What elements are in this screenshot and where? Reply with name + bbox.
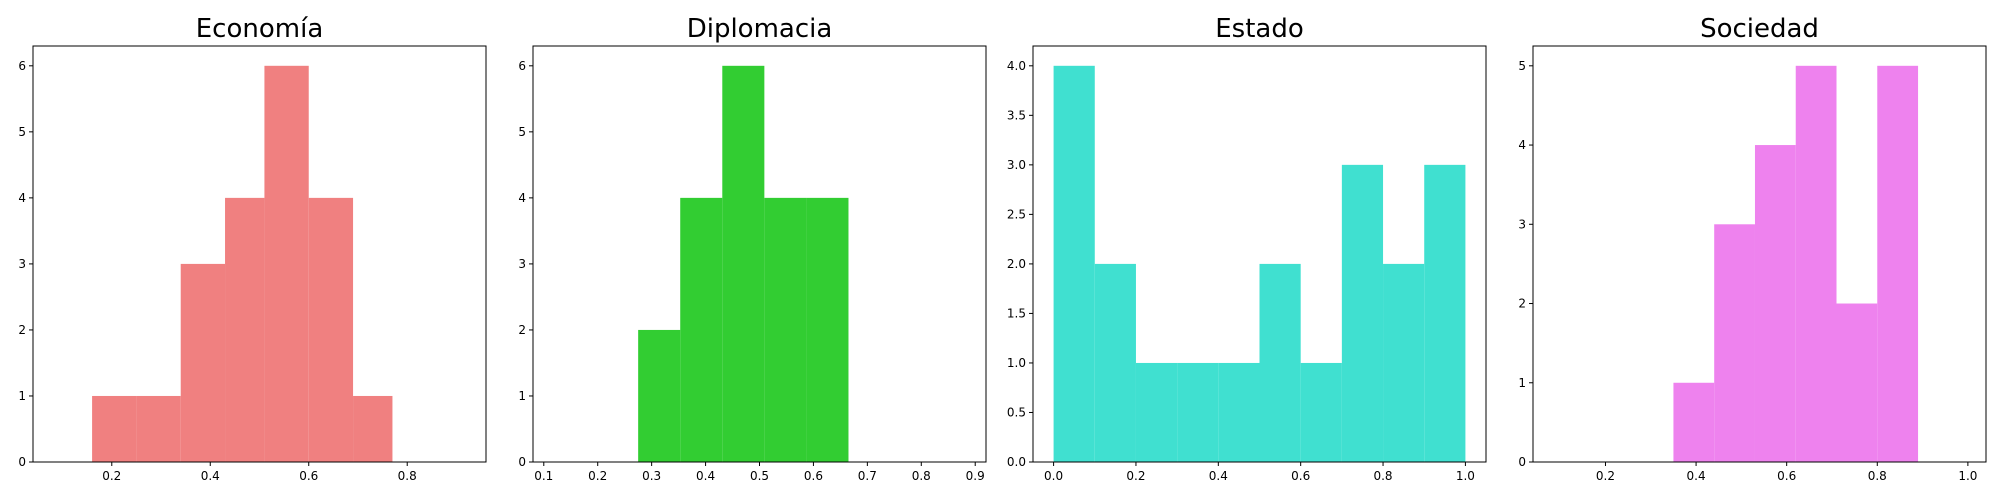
histogram-bar	[92, 395, 137, 462]
x-tick-label: 1.0	[1456, 469, 1475, 483]
histogram-bar	[1177, 362, 1219, 462]
y-tick-label: 2.5	[1007, 207, 1026, 221]
panel-1: 0 1 2 3 4 5 6 0.2 0.4 0.6 0.8 Economía	[18, 14, 487, 483]
x-tick-label: 0.1	[534, 469, 553, 483]
x-tick-label: 0.2	[102, 469, 121, 483]
y-tick-label: 1	[518, 389, 526, 403]
histogram-bar	[180, 263, 226, 462]
y-tick-label: 3.5	[1007, 108, 1026, 122]
y-tick-label: 4	[518, 191, 526, 205]
x-tick-label: 0.4	[1687, 469, 1706, 483]
histogram-bar	[1094, 263, 1136, 462]
histogram-bar	[353, 395, 393, 462]
histogram-bar	[225, 197, 265, 462]
y-tick-label: 5	[518, 125, 526, 139]
chart-title: Estado	[1215, 14, 1304, 44]
x-tick-label: 0.4	[696, 469, 715, 483]
y-tick-label: 1.0	[1007, 356, 1026, 370]
chart-title: Diplomacia	[687, 14, 833, 44]
y-tick-label: 6	[518, 59, 526, 73]
histogram-bar	[264, 65, 309, 463]
plot-frame	[1032, 45, 1487, 463]
x-tick-label: 0.4	[1209, 469, 1228, 483]
y-tick-label: 3	[518, 257, 526, 271]
histogram-bar	[1218, 362, 1260, 462]
x-tick-label: 0.0	[1044, 469, 1063, 483]
y-tick-label: 4.0	[1007, 59, 1026, 73]
x-tick-label: 0.8	[1868, 469, 1887, 483]
histogram-bar	[1053, 65, 1095, 463]
x-tick-label: 0.7	[858, 469, 877, 483]
y-tick-label: 0	[518, 455, 526, 469]
y-tick-label: 1	[1518, 376, 1526, 390]
y-tick-label: 2	[18, 323, 26, 337]
y-tick-label: 4	[18, 191, 26, 205]
x-tick-label: 0.6	[299, 469, 318, 483]
histogram-bar	[1300, 362, 1342, 462]
y-tick-label: 0	[18, 455, 26, 469]
histogram-bar	[1424, 164, 1466, 462]
x-tick-label: 0.3	[642, 469, 661, 483]
y-tick-label: 4	[1518, 138, 1526, 152]
x-tick-label: 0.6	[804, 469, 823, 483]
panel-2: 0 1 2 3 4 5 6 0.1 0.2 0.3 0.4 0.5 0.6 0.7 0.8 0.9 Diplom…	[518, 14, 987, 483]
plot-frame	[1532, 45, 1987, 463]
histogram-bar	[638, 329, 681, 462]
x-tick-label: 0.2	[588, 469, 607, 483]
histogram-bar	[1795, 65, 1837, 463]
x-tick-label: 0.6	[1777, 469, 1796, 483]
y-tick-label: 3.0	[1007, 158, 1026, 172]
histogram-bar	[1714, 224, 1755, 462]
y-tick-label: 5	[1518, 59, 1526, 73]
y-tick-label: 2.0	[1007, 257, 1026, 271]
histogram-bar	[1754, 145, 1796, 463]
histogram-bar	[1341, 164, 1384, 462]
y-tick-label: 1.5	[1007, 306, 1026, 320]
y-tick-label: 3	[18, 257, 26, 271]
histogram-bar	[1836, 303, 1878, 462]
panel-3: 0.0 0.5 1.0 1.5 2.0 2.5 3.0 3.5 4.0 0.0 0.2 0.4 0.6 0…	[1007, 14, 1487, 483]
y-tick-label: 0	[1518, 455, 1526, 469]
histogram-bar	[1259, 263, 1301, 462]
x-tick-label: 1.0	[1958, 469, 1977, 483]
panel-4: 0 1 2 3 4 5 0.2 0.4 0.6 0.8 1.0 Sociedad	[1518, 14, 1987, 483]
x-tick-label: 0.9	[966, 469, 985, 483]
y-tick-label: 1	[18, 389, 26, 403]
y-tick-label: 2	[1518, 297, 1526, 311]
histogram-bar	[136, 395, 181, 462]
plot-frame	[32, 45, 487, 463]
histogram-bar	[1877, 65, 1919, 463]
chart-title: Economía	[196, 14, 324, 44]
y-tick-label: 6	[18, 59, 26, 73]
y-tick-label: 0.5	[1007, 405, 1026, 419]
histogram-bar	[1673, 382, 1715, 462]
x-tick-label: 0.6	[1291, 469, 1310, 483]
histogram-bar	[722, 65, 765, 463]
histogram-bar	[308, 197, 354, 462]
y-tick-label: 2	[518, 323, 526, 337]
histogram-bar	[764, 197, 807, 462]
y-tick-label: 3	[1518, 217, 1526, 231]
histogram-bar	[1383, 263, 1425, 462]
x-tick-label: 0.2	[1596, 469, 1615, 483]
x-tick-label: 0.8	[1373, 469, 1392, 483]
x-tick-label: 0.8	[912, 469, 931, 483]
y-tick-label: 5	[18, 125, 26, 139]
histogram-bar	[1135, 362, 1178, 462]
y-tick-label: 0.0	[1007, 455, 1026, 469]
x-tick-label: 0.2	[1126, 469, 1145, 483]
x-tick-label: 0.5	[750, 469, 769, 483]
chart-title: Sociedad	[1700, 14, 1819, 44]
histogram-bar	[680, 197, 723, 462]
histogram-bar	[806, 197, 849, 462]
x-tick-label: 0.8	[398, 469, 417, 483]
x-tick-label: 0.4	[201, 469, 220, 483]
